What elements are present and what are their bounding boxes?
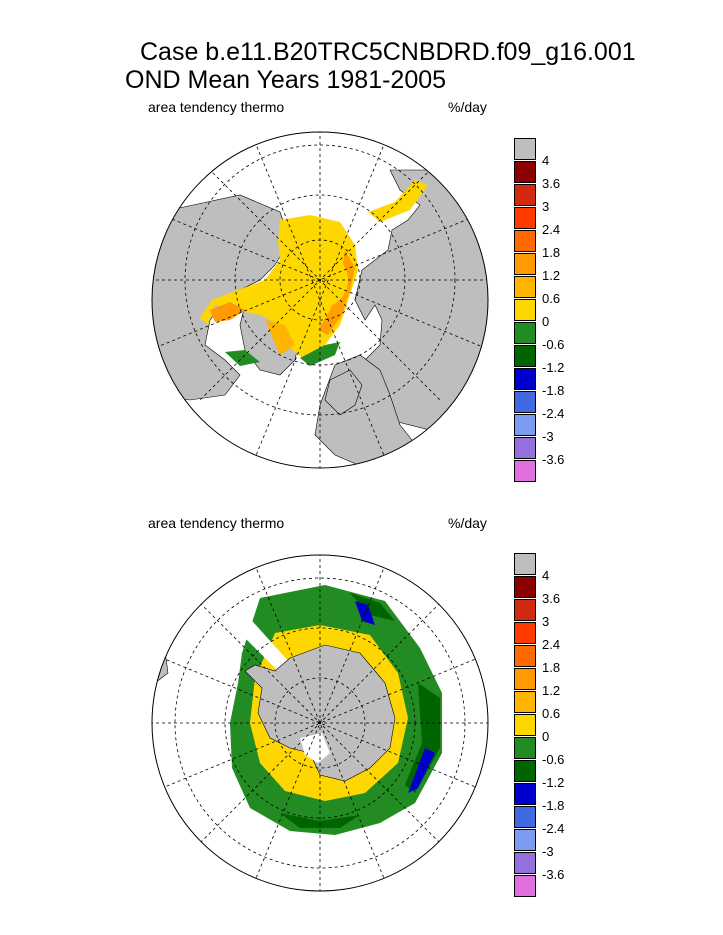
north-ice-strong-3 bbox=[265, 320, 295, 355]
south-colorbar: 4 3.6 3 2.4 1.8 1.2 0.6 0 -0.6 -1.2 -1.8… bbox=[514, 553, 574, 897]
north-colorbar-label-4: 1.8 bbox=[542, 245, 561, 260]
north-colorbar-swatch-11 bbox=[514, 391, 536, 413]
north-colorbar-label-12: -3 bbox=[542, 429, 554, 444]
south-colorbar-swatch-4 bbox=[514, 645, 536, 667]
north-colorbar-swatch-2 bbox=[514, 184, 536, 206]
north-colorbar-label-5: 1.2 bbox=[542, 268, 561, 283]
south-colorbar-swatch-11 bbox=[514, 806, 536, 828]
north-land-scandinavia bbox=[324, 369, 363, 416]
south-colorbar-label-5: 1.2 bbox=[542, 683, 561, 698]
south-colorbar-label-6: 0.6 bbox=[542, 706, 561, 721]
south-colorbar-label-2: 3 bbox=[542, 614, 550, 629]
north-colorbar-label-3: 2.4 bbox=[542, 222, 561, 237]
south-units-label: %/day bbox=[448, 515, 487, 531]
south-ice-blue-east bbox=[408, 748, 435, 793]
south-colorbar-label-11: -2.4 bbox=[542, 821, 565, 836]
south-colorbar-swatch-6 bbox=[514, 691, 536, 713]
south-colorbar-swatch-13 bbox=[514, 852, 536, 874]
south-colorbar-swatch-1 bbox=[514, 576, 536, 598]
north-colorbar-label-8: -0.6 bbox=[542, 337, 565, 352]
south-colorbar-label-13: -3.6 bbox=[542, 867, 565, 882]
north-colorbar-label-6: 0.6 bbox=[542, 291, 561, 306]
south-ice-blue-north bbox=[355, 601, 375, 625]
north-ice-positive bbox=[200, 215, 358, 360]
north-colorbar-swatch-0 bbox=[514, 138, 536, 160]
north-colorbar-swatch-13 bbox=[514, 437, 536, 459]
south-colorbar-label-9: -1.2 bbox=[542, 775, 565, 790]
north-colorbar-label-13: -3.6 bbox=[542, 452, 565, 467]
south-colorbar-label-1: 3.6 bbox=[542, 591, 561, 606]
north-colorbar-swatch-12 bbox=[514, 414, 536, 436]
south-ice-shelf bbox=[300, 733, 330, 763]
south-land-antarctica bbox=[244, 644, 396, 782]
north-colorbar-label-1: 3.6 bbox=[542, 176, 561, 191]
south-colorbar-label-4: 1.8 bbox=[542, 660, 561, 675]
north-colorbar-swatch-9 bbox=[514, 345, 536, 367]
south-colorbar-swatch-0 bbox=[514, 553, 536, 575]
south-variable-label: area tendency thermo bbox=[148, 515, 285, 531]
south-ice-darkgreen-north bbox=[350, 593, 395, 621]
plot-title-line2: OND Mean Years 1981-2005 bbox=[125, 66, 447, 94]
north-colorbar-label-9: -1.2 bbox=[542, 360, 565, 375]
north-colorbar-swatch-10 bbox=[514, 368, 536, 390]
south-colorbar-swatch-14 bbox=[514, 875, 536, 897]
north-colorbar-swatch-6 bbox=[514, 276, 536, 298]
north-colorbar-swatch-3 bbox=[514, 207, 536, 229]
north-colorbar-swatch-14 bbox=[514, 460, 536, 482]
north-ice-strong-2 bbox=[210, 302, 245, 322]
north-colorbar-swatch-1 bbox=[514, 161, 536, 183]
south-ice-darkgreen-east bbox=[405, 683, 440, 793]
south-colorbar-swatch-12 bbox=[514, 829, 536, 851]
south-colorbar-swatch-10 bbox=[514, 783, 536, 805]
south-colorbar-swatch-2 bbox=[514, 599, 536, 621]
north-colorbar-swatch-5 bbox=[514, 253, 536, 275]
south-colorbar-label-10: -1.8 bbox=[542, 798, 565, 813]
south-colorbar-label-12: -3 bbox=[542, 844, 554, 859]
north-colorbar-label-7: 0 bbox=[542, 314, 550, 329]
north-colorbar-swatch-4 bbox=[514, 230, 536, 252]
south-missing-wedge bbox=[235, 613, 290, 671]
south-colorbar-swatch-3 bbox=[514, 622, 536, 644]
south-colorbar-label-7: 0 bbox=[542, 729, 550, 744]
south-colorbar-swatch-8 bbox=[514, 737, 536, 759]
north-ice-negative-2 bbox=[225, 350, 260, 366]
south-colorbar-swatch-9 bbox=[514, 760, 536, 782]
north-units-label: %/day bbox=[448, 99, 487, 115]
north-colorbar-label-0: 4 bbox=[542, 153, 550, 168]
south-colorbar-label-3: 2.4 bbox=[542, 637, 561, 652]
north-colorbar: 4 3.6 3 2.4 1.8 1.2 0.6 0 -0.6 -1.2 -1.8… bbox=[514, 138, 574, 482]
north-colorbar-label-11: -2.4 bbox=[542, 406, 565, 421]
south-colorbar-swatch-7 bbox=[514, 714, 536, 736]
south-polar-map bbox=[151, 554, 489, 892]
plot-title-line1: Case b.e11.B20TRC5CNBDRD.f09_g16.001 bbox=[140, 38, 636, 66]
north-colorbar-swatch-7 bbox=[514, 299, 536, 321]
south-colorbar-label-0: 4 bbox=[542, 568, 550, 583]
south-colorbar-swatch-5 bbox=[514, 668, 536, 690]
south-colorbar-label-8: -0.6 bbox=[542, 752, 565, 767]
north-ice-positive-bering bbox=[368, 180, 428, 222]
north-colorbar-swatch-8 bbox=[514, 322, 536, 344]
north-variable-label: area tendency thermo bbox=[148, 99, 285, 115]
north-colorbar-label-2: 3 bbox=[542, 199, 550, 214]
north-polar-map bbox=[151, 131, 489, 469]
south-ice-darkgreen-south bbox=[280, 813, 360, 828]
north-colorbar-label-10: -1.8 bbox=[542, 383, 565, 398]
